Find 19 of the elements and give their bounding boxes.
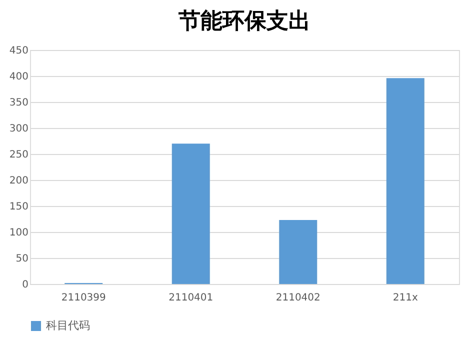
chart-title: 节能环保支出 <box>178 8 310 34</box>
x-tick-label: 2110399 <box>61 292 106 304</box>
bar <box>386 78 424 284</box>
y-tick-label: 0 <box>22 280 28 290</box>
y-tick-label: 200 <box>9 176 28 186</box>
y-tick-label: 100 <box>9 228 28 238</box>
x-tick-label: 2110402 <box>276 292 320 304</box>
y-tick-label: 50 <box>16 254 28 264</box>
x-tick-label: 211x <box>392 292 418 304</box>
y-tick-label: 250 <box>9 150 28 160</box>
x-tick-label: 2110401 <box>168 292 214 304</box>
y-tick-label: 150 <box>9 202 28 212</box>
y-tick-label: 400 <box>9 72 28 82</box>
y-tick-label: 300 <box>9 124 28 134</box>
bar <box>279 220 318 284</box>
bar <box>172 144 210 284</box>
y-tick-label: 350 <box>9 98 28 108</box>
legend-label: 科目代码 <box>46 319 90 332</box>
y-tick-label: 450 <box>9 46 28 56</box>
